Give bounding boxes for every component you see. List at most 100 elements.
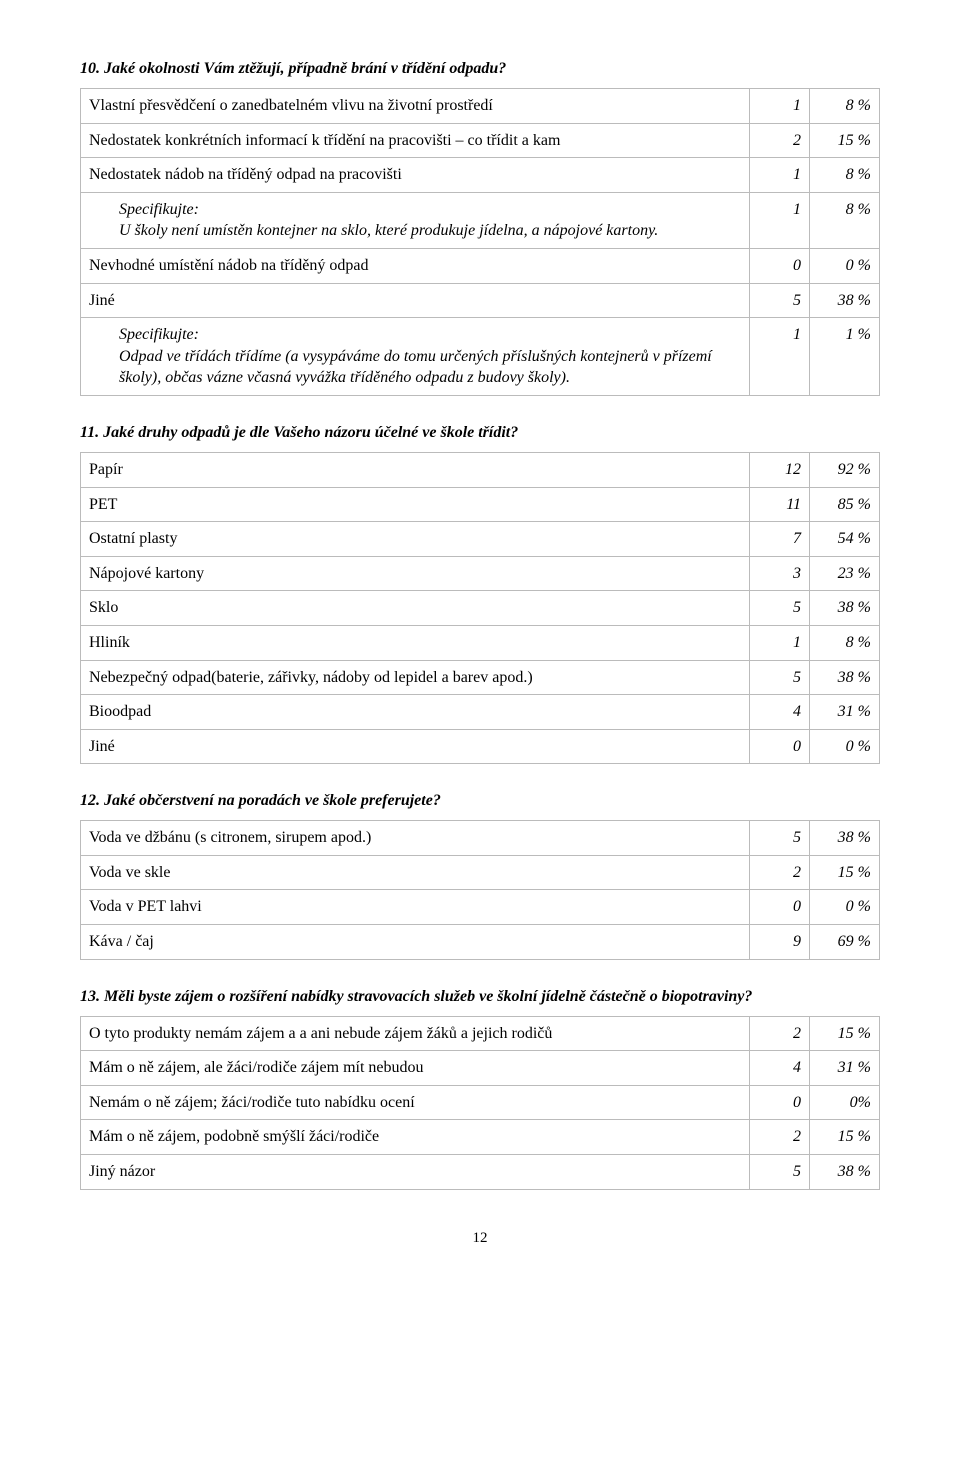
- table-row: Jiné 5 38 %: [81, 283, 880, 318]
- cell-percent: 85 %: [810, 487, 880, 522]
- cell-percent: 1 %: [810, 318, 880, 396]
- specify-head: Specifikujte:: [119, 326, 199, 343]
- cell-percent: 15 %: [810, 123, 880, 158]
- cell-count: 1: [750, 318, 810, 396]
- cell-count: 5: [750, 821, 810, 856]
- cell-count: 2: [750, 1120, 810, 1155]
- cell-percent: 0 %: [810, 890, 880, 925]
- q11-title: 11. Jaké druhy odpadů je dle Vašeho názo…: [80, 424, 880, 442]
- cell-label: Bioodpad: [81, 695, 750, 730]
- specify-body: U školy není umístěn kontejner na sklo, …: [119, 222, 658, 239]
- cell-label: PET: [81, 487, 750, 522]
- cell-percent: 15 %: [810, 1016, 880, 1051]
- table-row: O tyto produkty nemám zájem a a ani nebu…: [81, 1016, 880, 1051]
- cell-label: Jiné: [81, 283, 750, 318]
- cell-percent: 31 %: [810, 1051, 880, 1086]
- table-row: Specifikujte: U školy není umístěn konte…: [81, 192, 880, 248]
- cell-label: Mám o ně zájem, ale žáci/rodiče zájem mí…: [81, 1051, 750, 1086]
- cell-count: 3: [750, 556, 810, 591]
- cell-label: Specifikujte: U školy není umístěn konte…: [81, 192, 750, 248]
- cell-percent: 8 %: [810, 625, 880, 660]
- table-row: Hliník18 %: [81, 625, 880, 660]
- cell-label: Voda ve džbánu (s citronem, sirupem apod…: [81, 821, 750, 856]
- cell-count: 0: [750, 729, 810, 764]
- table-row: Mám o ně zájem, ale žáci/rodiče zájem mí…: [81, 1051, 880, 1086]
- cell-count: 1: [750, 192, 810, 248]
- cell-percent: 69 %: [810, 925, 880, 960]
- cell-label: Nápojové kartony: [81, 556, 750, 591]
- table-row: Sklo538 %: [81, 591, 880, 626]
- cell-percent: 31 %: [810, 695, 880, 730]
- table-row: Specifikujte: Odpad ve třídách třídíme (…: [81, 318, 880, 396]
- table-row: Jiné00 %: [81, 729, 880, 764]
- table-row: Voda ve džbánu (s citronem, sirupem apod…: [81, 821, 880, 856]
- table-row: PET1185 %: [81, 487, 880, 522]
- cell-count: 12: [750, 452, 810, 487]
- cell-percent: 15 %: [810, 855, 880, 890]
- cell-percent: 23 %: [810, 556, 880, 591]
- cell-percent: 38 %: [810, 283, 880, 318]
- cell-percent: 0 %: [810, 248, 880, 283]
- cell-label: Papír: [81, 452, 750, 487]
- q11-table: Papír1292 % PET1185 % Ostatní plasty754 …: [80, 452, 880, 764]
- cell-percent: 38 %: [810, 1155, 880, 1190]
- table-row: Vlastní přesvědčení o zanedbatelném vliv…: [81, 89, 880, 124]
- table-row: Nebezpečný odpad(baterie, zářivky, nádob…: [81, 660, 880, 695]
- cell-count: 5: [750, 591, 810, 626]
- cell-count: 1: [750, 625, 810, 660]
- cell-count: 1: [750, 158, 810, 193]
- cell-count: 5: [750, 283, 810, 318]
- table-row: Voda v PET lahvi00 %: [81, 890, 880, 925]
- cell-label: Voda v PET lahvi: [81, 890, 750, 925]
- cell-label: Vlastní přesvědčení o zanedbatelném vliv…: [81, 89, 750, 124]
- table-row: Nedostatek konkrétních informací k třídě…: [81, 123, 880, 158]
- q12-title: 12. Jaké občerstvení na poradách ve škol…: [80, 792, 880, 810]
- table-row: Voda ve skle215 %: [81, 855, 880, 890]
- table-row: Nápojové kartony323 %: [81, 556, 880, 591]
- cell-label: Nemám o ně zájem; žáci/rodiče tuto nabíd…: [81, 1085, 750, 1120]
- specify-head: Specifikujte:: [119, 201, 199, 218]
- cell-count: 0: [750, 890, 810, 925]
- cell-label: Jiný názor: [81, 1155, 750, 1190]
- cell-label: Specifikujte: Odpad ve třídách třídíme (…: [81, 318, 750, 396]
- cell-label: Hliník: [81, 625, 750, 660]
- table-row: Nemám o ně zájem; žáci/rodiče tuto nabíd…: [81, 1085, 880, 1120]
- q10-table: Vlastní přesvědčení o zanedbatelném vliv…: [80, 88, 880, 396]
- cell-percent: 8 %: [810, 192, 880, 248]
- cell-percent: 15 %: [810, 1120, 880, 1155]
- page-number: 12: [80, 1230, 880, 1247]
- cell-percent: 92 %: [810, 452, 880, 487]
- cell-percent: 8 %: [810, 158, 880, 193]
- cell-count: 7: [750, 522, 810, 557]
- cell-count: 5: [750, 1155, 810, 1190]
- cell-count: 0: [750, 248, 810, 283]
- cell-count: 2: [750, 1016, 810, 1051]
- cell-label: O tyto produkty nemám zájem a a ani nebu…: [81, 1016, 750, 1051]
- table-row: Nedostatek nádob na tříděný odpad na pra…: [81, 158, 880, 193]
- cell-label: Sklo: [81, 591, 750, 626]
- cell-label: Nedostatek konkrétních informací k třídě…: [81, 123, 750, 158]
- q10-title: 10. Jaké okolnosti Vám ztěžují, případně…: [80, 60, 880, 78]
- cell-percent: 38 %: [810, 821, 880, 856]
- table-row: Ostatní plasty754 %: [81, 522, 880, 557]
- cell-label: Nedostatek nádob na tříděný odpad na pra…: [81, 158, 750, 193]
- cell-label: Káva / čaj: [81, 925, 750, 960]
- cell-count: 0: [750, 1085, 810, 1120]
- cell-percent: 54 %: [810, 522, 880, 557]
- table-row: Mám o ně zájem, podobně smýšlí žáci/rodi…: [81, 1120, 880, 1155]
- cell-percent: 0%: [810, 1085, 880, 1120]
- cell-percent: 38 %: [810, 660, 880, 695]
- table-row: Bioodpad431 %: [81, 695, 880, 730]
- table-row: Jiný názor538 %: [81, 1155, 880, 1190]
- cell-count: 4: [750, 1051, 810, 1086]
- cell-label: Jiné: [81, 729, 750, 764]
- q13-title: 13. Měli byste zájem o rozšíření nabídky…: [80, 988, 880, 1006]
- q12-table: Voda ve džbánu (s citronem, sirupem apod…: [80, 820, 880, 959]
- cell-count: 11: [750, 487, 810, 522]
- cell-label: Voda ve skle: [81, 855, 750, 890]
- cell-percent: 0 %: [810, 729, 880, 764]
- cell-count: 5: [750, 660, 810, 695]
- cell-label: Nebezpečný odpad(baterie, zářivky, nádob…: [81, 660, 750, 695]
- specify-body: Odpad ve třídách třídíme (a vysypáváme d…: [119, 348, 712, 387]
- table-row: Papír1292 %: [81, 452, 880, 487]
